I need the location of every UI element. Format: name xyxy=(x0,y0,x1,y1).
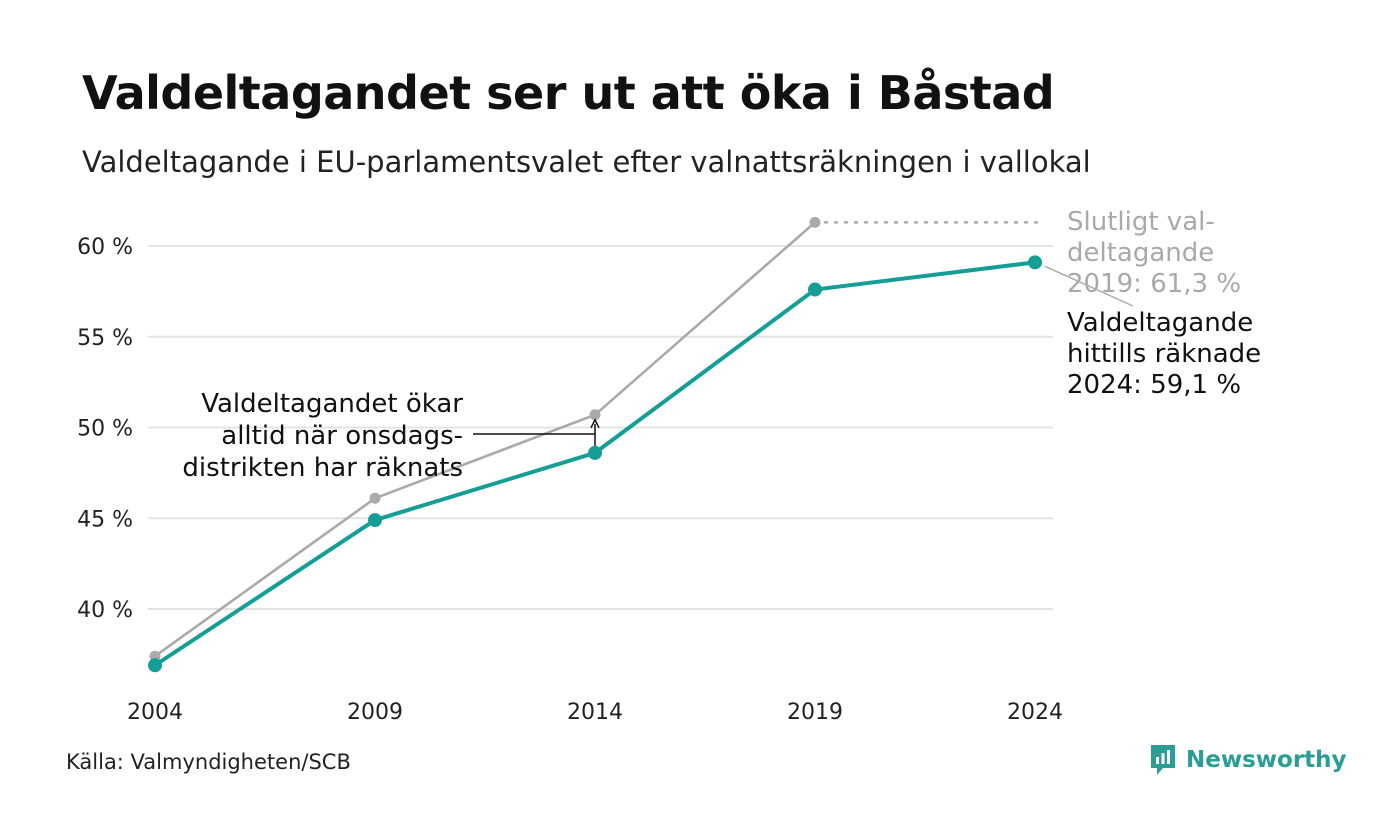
chart-subtitle: Valdeltagande i EU-parlamentsvalet efter… xyxy=(82,145,1091,179)
x-tick-label: 2019 xyxy=(787,700,843,725)
final-series-label: Slutligt val- xyxy=(1067,207,1215,237)
y-tick-label: 60 % xyxy=(77,235,133,260)
y-tick-label: 55 % xyxy=(77,326,133,351)
data-point-final xyxy=(809,216,821,228)
line-chart: 40 % 45 % 50 % 55 % 60 % 2004 2009 2014 2019 2024… xyxy=(77,207,1261,725)
x-tick-label: 2004 xyxy=(127,700,183,725)
annotation-arrowhead xyxy=(590,418,600,429)
data-point-preliminary xyxy=(588,445,602,460)
data-point-preliminary xyxy=(148,658,162,673)
label-leader-line xyxy=(1044,265,1134,307)
x-tick-label: 2024 xyxy=(1007,700,1063,725)
final-series-label: deltagande xyxy=(1067,238,1214,268)
data-point-final xyxy=(369,492,381,504)
chart-title: Valdeltagandet ser ut att öka i Båstad xyxy=(82,66,1055,120)
preliminary-series-label: 2024: 59,1 % xyxy=(1067,370,1241,400)
preliminary-series-label: Valdeltagande xyxy=(1067,308,1253,338)
data-point-preliminary xyxy=(1028,255,1042,270)
final-series-label: 2019: 61,3 % xyxy=(1067,269,1241,299)
annotation-text: alltid när onsdags- xyxy=(221,421,463,451)
annotation-text: Valdeltagandet ökar xyxy=(201,389,463,419)
newsworthy-logo-icon xyxy=(1151,745,1175,775)
y-tick-label: 40 % xyxy=(77,598,133,623)
brand-name: Newsworthy xyxy=(1186,747,1347,773)
data-point-preliminary xyxy=(368,513,382,528)
y-tick-label: 45 % xyxy=(77,507,133,532)
series-line-final xyxy=(153,221,817,658)
y-tick-label: 50 % xyxy=(77,417,133,442)
data-point-preliminary xyxy=(808,282,822,297)
data-point-final xyxy=(589,409,601,421)
brand[interactable]: Newsworthy xyxy=(1148,742,1347,778)
x-tick-label: 2009 xyxy=(347,700,403,725)
annotation-text: distrikten har räknats xyxy=(182,453,463,483)
preliminary-series-label: hittills räknade xyxy=(1067,339,1261,369)
x-tick-label: 2014 xyxy=(567,700,623,725)
source-note: Källa: Valmyndigheten/SCB xyxy=(66,750,351,774)
